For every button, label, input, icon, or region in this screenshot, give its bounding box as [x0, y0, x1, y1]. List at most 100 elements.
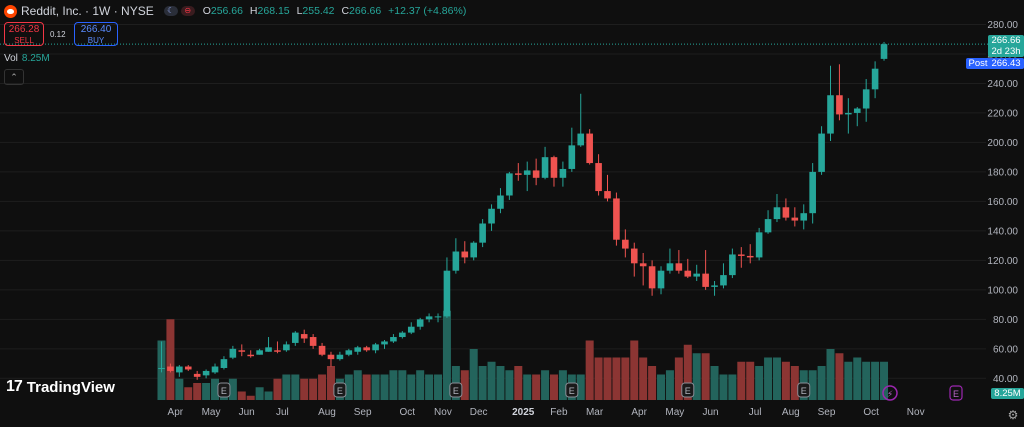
- x-tick-label: Aug: [782, 407, 800, 418]
- candle-body: [809, 171, 816, 214]
- volume-bar: [228, 378, 237, 400]
- candle-body: [193, 373, 201, 377]
- x-tick-label: Apr: [631, 407, 647, 418]
- collapse-legend-button[interactable]: ⌃: [4, 69, 24, 85]
- volume-bar: [237, 391, 246, 400]
- candle-body: [630, 248, 638, 264]
- candle-body: [729, 254, 736, 276]
- volume-bar: [273, 378, 282, 400]
- flash-glyph: ⚡: [887, 389, 893, 399]
- open-value: 256.66: [210, 5, 243, 17]
- x-tick-label: Feb: [550, 407, 568, 418]
- candle-body: [613, 198, 620, 240]
- earnings-marker-icon: [217, 382, 231, 398]
- x-tick-label: May: [202, 407, 221, 418]
- candle-body: [871, 68, 879, 90]
- candle-body: [853, 108, 861, 113]
- volume-bar: [264, 391, 273, 400]
- sell-label: SELL: [14, 36, 34, 45]
- volume-bar: [764, 357, 773, 400]
- volume-bar: [585, 340, 594, 400]
- candle-body: [782, 207, 790, 218]
- volume-bar: [817, 366, 826, 400]
- volume-bar: [523, 374, 532, 400]
- candle-body: [595, 163, 602, 192]
- volume-bar: [318, 374, 327, 400]
- x-tick-label: Sep: [354, 407, 372, 418]
- candle-body: [746, 255, 754, 258]
- buy-button[interactable]: 266.40 BUY: [74, 22, 118, 46]
- volume-bar: [255, 387, 264, 400]
- change-value: +12.37 (+4.86%): [388, 5, 467, 17]
- ohlc-values: O256.66 H268.15 L255.42 C266.66 +12.37 (…: [202, 5, 467, 17]
- candle-body: [497, 195, 504, 209]
- tradingview-logo[interactable]: 17 TradingView: [6, 378, 115, 396]
- volume-price-tag: 8.25M: [991, 388, 1024, 399]
- y-tick-label: 220.00: [987, 108, 1018, 119]
- volume-bar: [710, 366, 719, 400]
- y-tick-label: 240.00: [987, 79, 1018, 90]
- last-price-tag: 266.66 2d 23h: [988, 35, 1024, 57]
- volume-bar: [282, 374, 291, 400]
- candle-body: [452, 251, 460, 271]
- candle-body: [238, 350, 246, 352]
- candle-body: [470, 242, 477, 258]
- volume-bar: [880, 361, 889, 400]
- candle-body: [309, 337, 317, 346]
- earnings-marker-icon: [797, 382, 811, 398]
- tradingview-mark-icon: 17: [6, 378, 23, 395]
- x-tick-label: Aug: [318, 407, 336, 418]
- volume-bar: [576, 374, 585, 400]
- volume-bar: [202, 383, 211, 400]
- candle-body: [862, 89, 870, 109]
- candle-body: [434, 316, 442, 318]
- volume-bar: [166, 319, 175, 400]
- tradingview-name: TradingView: [26, 378, 115, 396]
- candle-body: [479, 223, 486, 243]
- candle-body: [300, 334, 308, 339]
- candle-body: [336, 354, 344, 360]
- volume-bar: [790, 366, 799, 400]
- y-tick-label: 40.00: [993, 374, 1018, 385]
- candle-body: [327, 354, 335, 360]
- volume-bar: [442, 310, 451, 400]
- dividend-flash-icon: [882, 385, 898, 401]
- volume-bar: [389, 370, 398, 400]
- candle-body: [818, 133, 825, 172]
- volume-bar: [781, 361, 790, 400]
- volume-bar: [719, 374, 728, 400]
- candle-body: [639, 263, 647, 267]
- candle-body: [416, 319, 424, 327]
- volume-bar: [728, 374, 737, 400]
- candle-body: [684, 270, 692, 277]
- volume-bar: [657, 374, 666, 400]
- candle-body: [604, 191, 611, 199]
- volume-bar: [246, 395, 255, 400]
- candle-body: [755, 232, 763, 258]
- candle-body: [550, 157, 558, 178]
- high-value: 268.15: [257, 5, 290, 17]
- earnings-marker-label: E: [685, 386, 691, 396]
- reddit-logo-icon: [4, 4, 17, 18]
- candle-body: [354, 347, 362, 352]
- volume-bar: [603, 357, 612, 400]
- candle-body: [345, 350, 353, 355]
- candle-body: [247, 354, 254, 357]
- volume-bar: [300, 378, 309, 400]
- symbol-title[interactable]: Reddit, Inc. · 1W · NYSE: [21, 4, 154, 18]
- volume-bar: [746, 361, 755, 400]
- sell-button[interactable]: 266.28 SELL: [4, 22, 44, 46]
- candle-body: [666, 263, 674, 271]
- volume-bar: [621, 357, 630, 400]
- settings-gear-icon[interactable]: ⚙: [1007, 408, 1019, 422]
- candle-body: [675, 263, 683, 271]
- candle-body: [283, 344, 290, 351]
- candle-body: [167, 366, 174, 371]
- candle-body: [506, 173, 513, 196]
- y-tick-label: 60.00: [993, 344, 1018, 355]
- x-tick-label: Jun: [702, 407, 718, 418]
- candle-body: [363, 347, 370, 351]
- volume-bar: [558, 370, 567, 400]
- x-tick-label: Jul: [276, 407, 289, 418]
